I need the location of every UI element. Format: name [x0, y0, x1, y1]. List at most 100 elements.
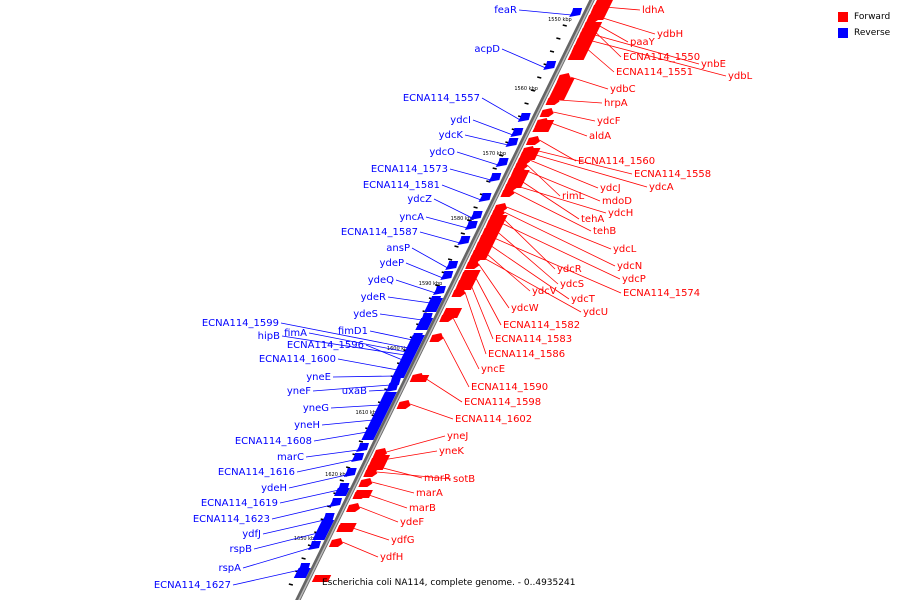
- forward-gene-feature-ydca: [519, 150, 534, 159]
- position-dash: [345, 466, 351, 469]
- leader-line-ynef: [312, 384, 391, 392]
- leader-line-ydeq: [395, 279, 436, 294]
- leader-line-ecna114-1598: [423, 376, 463, 403]
- position-dash: [473, 206, 478, 209]
- reverse-gene-label-ecna114-1619: ECNA114_1619: [201, 498, 278, 509]
- leader-line-ydeh: [288, 474, 347, 489]
- reverse-gene-feature-fimd1: [409, 333, 423, 342]
- forward-gene-label-sotb: sotB: [453, 474, 475, 485]
- tick-label-1570-kbp: 1570 kbp: [482, 151, 506, 157]
- forward-gene-label-ydef: ydeF: [400, 517, 424, 528]
- leader-line-ecna114-1600: [337, 358, 398, 371]
- reverse-gene-label-ecna114-1587: ECNA114_1587: [341, 227, 418, 238]
- reverse-gene-feature-ydfj: [321, 513, 335, 522]
- position-dash: [435, 284, 440, 287]
- leader-line-marr: [379, 466, 423, 479]
- leader-line-ecna114-1627: [232, 569, 300, 586]
- position-dash: [530, 89, 536, 92]
- leader-line-ecna114-1582: [473, 273, 502, 326]
- leader-line-ydes: [379, 313, 423, 321]
- forward-gene-label-riml: rimL: [562, 191, 585, 202]
- tick-label-1610-kbp: 1610 kbp: [356, 410, 380, 416]
- leader-line-ydcw: [478, 263, 510, 309]
- forward-gene-label-mdod: mdoD: [602, 196, 632, 207]
- leader-line-ydbh: [599, 16, 656, 35]
- reverse-gene-feature-ecna114-1616: [351, 453, 365, 462]
- forward-gene-label-ydcv: ydcV: [532, 286, 557, 297]
- position-dash: [454, 245, 459, 248]
- leader-line-rspb: [253, 532, 318, 550]
- forward-gene-label-marb: marB: [409, 503, 436, 514]
- reverse-gene-label-rspb: rspB: [229, 544, 252, 555]
- leader-line-ydcu: [481, 256, 582, 313]
- forward-gene-label-ynce: yncE: [481, 364, 505, 375]
- tick-label-1580-kbp: 1580 kbp: [451, 216, 475, 222]
- leader-line-ecna114-1623: [271, 504, 332, 520]
- tick-label-1550-kbp: 1550 kbp: [548, 17, 572, 23]
- leader-line-ydef: [359, 506, 399, 523]
- reverse-gene-label-fear: feaR: [494, 5, 517, 16]
- leader-line-acpd: [501, 48, 546, 69]
- legend-swatch-reverse: [838, 28, 848, 38]
- forward-gene-label-ydfh: ydfH: [380, 552, 403, 563]
- forward-gene-feature-ydct: [474, 240, 489, 249]
- legend-label-reverse: Reverse: [854, 28, 891, 38]
- forward-gene-feature-ydbl: [574, 36, 589, 45]
- forward-gene-feature-ecna114-1551: [571, 43, 586, 52]
- position-dash: [467, 219, 472, 222]
- reverse-gene-feature-rspb: [315, 526, 329, 535]
- leader-line-uxab: [368, 389, 388, 392]
- leader-line-ecna114-1616: [296, 459, 354, 473]
- leader-line-ydch: [516, 185, 607, 214]
- reverse-gene-feature-ecna114-1587: [457, 236, 471, 245]
- forward-gene-feature-sotb: [363, 468, 378, 477]
- forward-gene-feature-ecna114-1582: [460, 270, 475, 279]
- reverse-gene-label-ecna114-1599: ECNA114_1599: [202, 318, 279, 329]
- forward-gene-label-ynej: yneJ: [447, 431, 468, 442]
- forward-strand-block: [311, 575, 332, 582]
- position-dash: [524, 102, 529, 105]
- forward-gene-label-paay: paaY: [630, 37, 656, 48]
- leader-line-ynbe: [591, 33, 700, 65]
- leader-line-ydbl: [588, 39, 727, 77]
- reverse-gene-label-ansp: ansP: [386, 243, 410, 254]
- leader-line-mara: [371, 481, 415, 494]
- forward-gene-label-ydca: ydcA: [649, 182, 674, 193]
- leader-line-ydcl: [506, 206, 612, 250]
- leader-line-ecna114-1558: [534, 149, 633, 175]
- reverse-gene-label-ecna114-1616: ECNA114_1616: [218, 467, 295, 478]
- leader-line-ydco: [456, 151, 499, 166]
- genome-backbone: [295, 0, 595, 600]
- forward-gene-feature-ynej: [373, 448, 387, 457]
- tick-label-1620-kbp: 1620 kbp: [325, 472, 349, 478]
- leader-line-tehb: [513, 191, 592, 232]
- forward-gene-label-ldha: ldhA: [642, 5, 664, 16]
- reverse-gene-label-ecna114-1581: ECNA114_1581: [363, 180, 440, 191]
- position-dash: [549, 50, 555, 53]
- forward-gene-label-ydfg: ydfG: [391, 535, 415, 546]
- leader-line-ynej: [386, 435, 446, 453]
- reverse-strand-block: [293, 568, 311, 578]
- forward-gene-feature-ydcs: [481, 226, 496, 235]
- leader-line-ynee: [332, 375, 395, 378]
- legend-swatch-forward: [838, 12, 848, 22]
- position-dash: [358, 440, 364, 443]
- leader-line-ldha: [604, 6, 641, 11]
- reverse-gene-label-ecna114-1623: ECNA114_1623: [193, 514, 270, 525]
- reverse-gene-feature-ydeh: [343, 468, 357, 477]
- reverse-gene-feature-ecna114-1573: [488, 173, 502, 182]
- leader-line-ecna114-1602: [409, 403, 454, 420]
- forward-gene-label-ecna114-1586: ECNA114_1586: [488, 349, 565, 360]
- forward-gene-label-ydcr: ydcR: [557, 264, 582, 275]
- leader-line-ecna114-1608: [313, 431, 368, 442]
- reverse-gene-feature-ansp: [445, 261, 459, 270]
- forward-gene-feature-teha: [506, 176, 521, 185]
- forward-gene-feature-tehb: [500, 188, 515, 197]
- forward-gene-label-ecna114-1560: ECNA114_1560: [578, 156, 655, 167]
- leader-line-ynek: [382, 450, 438, 461]
- leader-line-ecna114-1619: [279, 489, 339, 504]
- forward-gene-feature-paay: [582, 20, 597, 29]
- forward-gene-label-ydch: ydcH: [608, 208, 633, 219]
- position-dash: [498, 154, 504, 157]
